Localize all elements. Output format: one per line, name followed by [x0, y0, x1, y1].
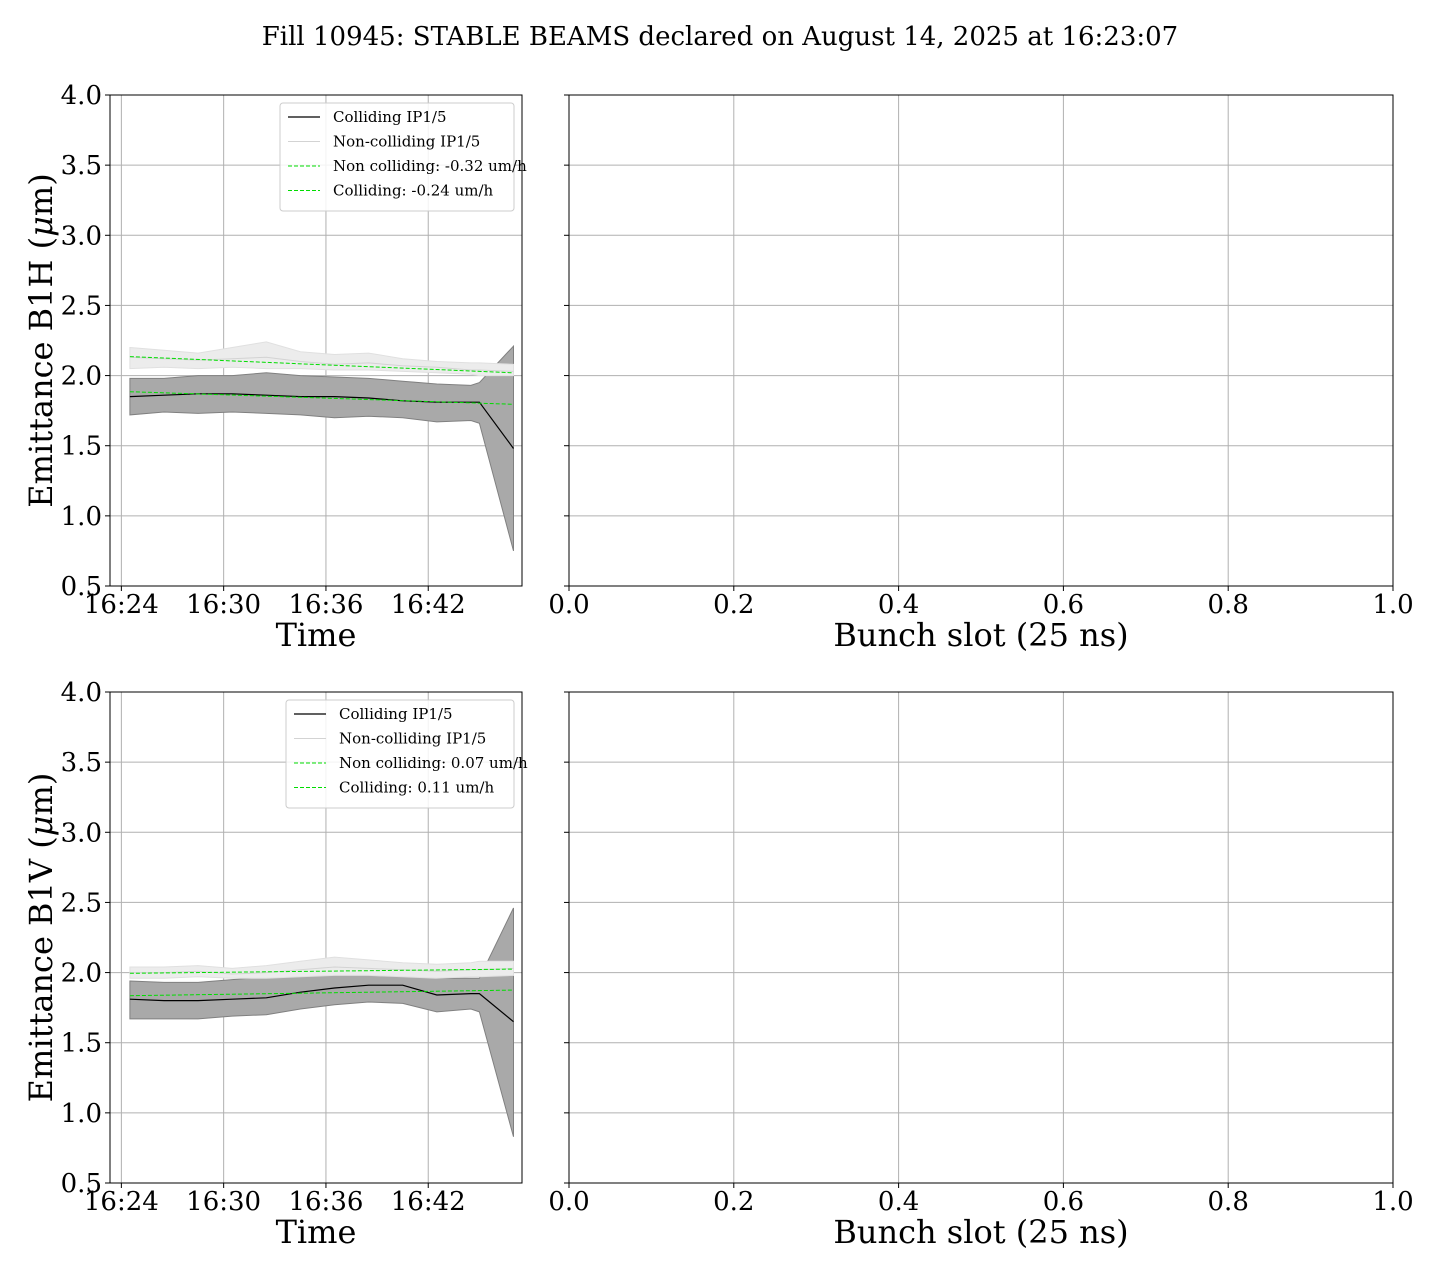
- y-axis-label: Emittance B1H (μm): [22, 173, 60, 507]
- legend-label: Non-colliding IP1/5: [333, 133, 480, 151]
- x-tick-label: 0.2: [713, 590, 754, 620]
- legend: Colliding IP1/5 Non-colliding IP1/5 Non co…: [279, 102, 527, 212]
- subplots: 0.5 1.0 1.5 2.0 2.5 3.0 3.5 4.0 16:24 16:30 16:36 1…: [22, 81, 1414, 1251]
- x-tick-label: 16:36: [288, 590, 363, 620]
- subplot-b1v-bunch: 0.0 0.2 0.4 0.6 0.8 1.0 Bunch slot (25 ns): [548, 691, 1414, 1251]
- legend-label: Colliding: -0.24 um/h: [333, 182, 494, 200]
- figure-title: Fill 10945: STABLE BEAMS declared on Aug…: [262, 22, 1178, 52]
- x-tick-label: 0.8: [1208, 1187, 1249, 1217]
- x-tick-label: 16:30: [186, 1187, 261, 1217]
- x-tick-label: 1.0: [1372, 1187, 1413, 1217]
- x-tick-label: 16:42: [391, 590, 466, 620]
- subplot-b1v-time: 0.5 1.0 1.5 2.0 2.5 3.0 3.5 4.0 16:24 16:30 16:36 1…: [22, 678, 528, 1251]
- x-tick-label: 16:24: [84, 590, 159, 620]
- y-tick-label: 1.0: [61, 502, 102, 532]
- axes-frame: [568, 691, 1394, 1184]
- legend-label: Colliding: 0.11 um/h: [339, 779, 494, 797]
- x-tick-label: 0.0: [548, 590, 589, 620]
- x-tick-label: 0.0: [548, 1187, 589, 1217]
- legend: Colliding IP1/5 Non-colliding IP1/5 Non co…: [285, 699, 528, 809]
- y-tick-label: 4.0: [61, 81, 102, 111]
- legend-label: Non colliding: 0.07 um/h: [339, 754, 528, 772]
- axes-frame: [568, 94, 1394, 587]
- x-tick-label: 0.4: [878, 590, 919, 620]
- noncolliding-series-line: [129, 966, 514, 975]
- y-tick-label: 1.0: [61, 1099, 102, 1129]
- x-axis-label: Time: [276, 616, 357, 654]
- x-tick-label: 0.2: [713, 1187, 754, 1217]
- noncolliding-spread-band: [129, 341, 514, 377]
- legend-label: Non colliding: -0.32 um/h: [333, 157, 527, 175]
- x-tick-label: 16:30: [186, 590, 261, 620]
- x-tick-label: 16:24: [84, 1187, 159, 1217]
- x-tick-label: 1.0: [1372, 590, 1413, 620]
- x-axis-label: Bunch slot (25 ns): [833, 1213, 1128, 1251]
- y-tick-label: 3.0: [61, 818, 102, 848]
- x-tick-label: 16:42: [391, 1187, 466, 1217]
- legend-box: [285, 699, 515, 809]
- y-axis-label: Emittance B1V (μm): [22, 773, 60, 1103]
- x-tick-label: 16:36: [288, 1187, 363, 1217]
- y-tick-label: 2.5: [61, 888, 102, 918]
- fit-series-line: [129, 968, 514, 974]
- y-tick-label: 3.5: [61, 748, 102, 778]
- fit-series-line: [129, 356, 514, 374]
- y-tick-label: 1.5: [61, 1029, 102, 1059]
- y-tick-label: 2.5: [61, 291, 102, 321]
- fit-series-line: [129, 989, 514, 997]
- legend-label: Non-colliding IP1/5: [339, 730, 486, 748]
- x-axis-label: Time: [276, 1213, 357, 1251]
- axes-frame: [109, 94, 523, 587]
- y-tick-label: 3.0: [61, 221, 102, 251]
- y-tick-label: 0.5: [61, 572, 102, 602]
- x-tick-label: 0.6: [1043, 590, 1084, 620]
- colliding-series-line: [129, 984, 514, 1023]
- axes-frame: [109, 691, 523, 1184]
- x-tick-label: 0.6: [1043, 1187, 1084, 1217]
- legend-label: Colliding IP1/5: [333, 108, 447, 126]
- x-tick-label: 0.4: [878, 1187, 919, 1217]
- colliding-spread-band: [129, 344, 514, 552]
- subplot-b1h-time: 0.5 1.0 1.5 2.0 2.5 3.0 3.5 4.0 16:24 16:30 16:36 1…: [22, 81, 527, 654]
- x-axis-label: Bunch slot (25 ns): [833, 616, 1128, 654]
- y-tick-label: 2.0: [61, 959, 102, 989]
- subplot-b1h-bunch: 0.0 0.2 0.4 0.6 0.8 1.0 Bunch slot (25 ns): [548, 94, 1414, 654]
- noncolliding-series-line: [129, 356, 514, 372]
- legend-label: Colliding IP1/5: [339, 705, 453, 723]
- y-tick-label: 1.5: [61, 432, 102, 462]
- y-tick-label: 3.5: [61, 151, 102, 181]
- x-tick-label: 0.8: [1208, 590, 1249, 620]
- y-tick-label: 0.5: [61, 1169, 102, 1199]
- colliding-spread-band: [129, 907, 514, 1137]
- fit-series-line: [129, 391, 514, 405]
- y-tick-label: 2.0: [61, 362, 102, 392]
- legend-box: [279, 102, 515, 212]
- y-tick-label: 4.0: [61, 678, 102, 708]
